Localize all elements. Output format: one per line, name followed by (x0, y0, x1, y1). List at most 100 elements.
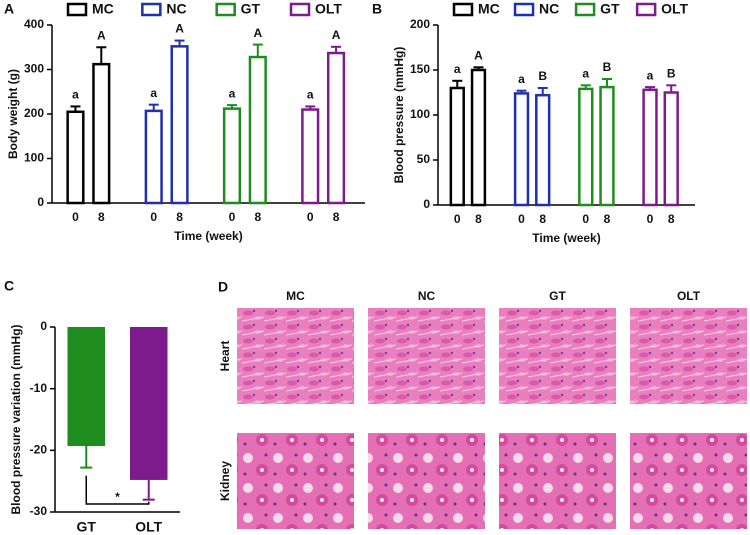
histology-image (237, 433, 354, 529)
row-label: Kidney (218, 461, 232, 501)
panel-label: C (4, 278, 14, 294)
y-tick-label: 0 (423, 197, 430, 211)
histology-image (499, 308, 616, 404)
x-axis-label: Time (week) (532, 231, 600, 245)
legend-label: GT (241, 1, 261, 17)
bar (130, 327, 168, 480)
x-tick-label: 0 (72, 210, 79, 224)
bar (66, 110, 85, 205)
letter-label: A (332, 28, 341, 42)
x-tick-label: 0 (150, 210, 157, 224)
x-tick-label: 0 (229, 210, 236, 224)
panel-label: B (372, 1, 382, 17)
legend-swatch (452, 2, 474, 17)
bar (599, 85, 615, 207)
legend-label: MC (92, 1, 114, 17)
column-label: OLT (677, 289, 701, 303)
legend-label: NC (166, 1, 186, 17)
bar (248, 55, 267, 205)
legend-label: OLT (661, 1, 688, 17)
bar (92, 62, 111, 205)
y-tick-label: 100 (24, 151, 44, 165)
histology-image (499, 433, 616, 529)
histology-image (630, 433, 747, 529)
legend-swatch (66, 2, 88, 17)
y-tick-label: 0 (40, 319, 47, 333)
x-tick-label: 0 (582, 212, 589, 226)
legend-label: NC (539, 1, 559, 17)
row-label: Heart (218, 341, 232, 372)
bar (513, 92, 530, 207)
x-tick-label: 0 (307, 210, 314, 224)
y-tick-label: 50 (417, 152, 431, 166)
legend-label: GT (600, 1, 620, 17)
legend-swatch (635, 2, 657, 17)
letter-label: A (97, 28, 106, 42)
legend-label: OLT (315, 1, 342, 17)
histology-image (237, 308, 354, 404)
significance-label: * (115, 490, 120, 504)
letter-label: B (538, 69, 547, 83)
y-tick-label: 200 (410, 17, 430, 31)
bar (535, 93, 551, 207)
bar (301, 108, 320, 205)
y-axis-label: Blood pressure (mmHg) (392, 47, 406, 184)
x-axis-label: Time (week) (174, 229, 242, 243)
letter-label: a (72, 88, 79, 102)
column-label: MC (286, 289, 305, 303)
x-tick-label: 8 (475, 212, 482, 226)
letter-label: a (454, 62, 461, 76)
legend-swatch (141, 2, 162, 17)
legend-swatch (513, 2, 535, 17)
y-tick-label: 100 (410, 107, 430, 121)
column-label: NC (418, 289, 436, 303)
bar (449, 86, 465, 207)
letter-label: a (518, 72, 525, 86)
histology-image (630, 308, 747, 404)
y-tick-label: 150 (410, 62, 430, 76)
y-tick-label: -20 (30, 443, 48, 457)
x-tick-label: 8 (254, 210, 261, 224)
x-tick-label: 0 (647, 212, 654, 226)
x-tick-label: 0 (518, 212, 525, 226)
bar (67, 327, 105, 447)
letter-label: A (253, 26, 262, 40)
bar (642, 88, 658, 207)
histology-image (368, 308, 485, 404)
x-tick-label: 8 (539, 212, 546, 226)
legend-swatch (215, 2, 236, 17)
x-tick-label: GT (77, 519, 97, 535)
letter-label: B (603, 60, 612, 74)
letter-label: a (647, 68, 654, 82)
y-tick-label: 300 (24, 62, 44, 76)
y-tick-label: 200 (24, 106, 44, 120)
x-tick-label: 8 (333, 210, 340, 224)
legend-label: MC (478, 1, 500, 17)
y-tick-label: 0 (37, 195, 44, 209)
letter-label: a (307, 88, 314, 102)
letter-label: B (667, 66, 676, 80)
bar (663, 91, 679, 207)
legend-swatch (574, 2, 596, 17)
bar (578, 87, 594, 207)
x-tick-label: 8 (604, 212, 611, 226)
y-axis-label: Blood pressure variation (mmHg) (9, 324, 23, 514)
significance-bracket (85, 475, 150, 505)
x-tick-label: 0 (454, 212, 461, 226)
legend-swatch (289, 2, 311, 17)
y-axis-label: Body weight (g) (6, 69, 20, 159)
letter-label: a (229, 86, 236, 100)
panel-label: D (218, 279, 228, 295)
x-tick-label: 8 (668, 212, 675, 226)
letter-label: a (150, 86, 157, 100)
letter-label: A (474, 48, 483, 62)
bar (222, 107, 242, 205)
y-tick-label: -30 (30, 504, 48, 518)
x-tick-label: 8 (176, 210, 183, 224)
letter-label: a (582, 66, 589, 80)
column-label: GT (549, 289, 566, 303)
panel-label: A (4, 1, 14, 17)
y-tick-label: 400 (24, 17, 44, 31)
y-tick-label: -10 (30, 381, 48, 395)
